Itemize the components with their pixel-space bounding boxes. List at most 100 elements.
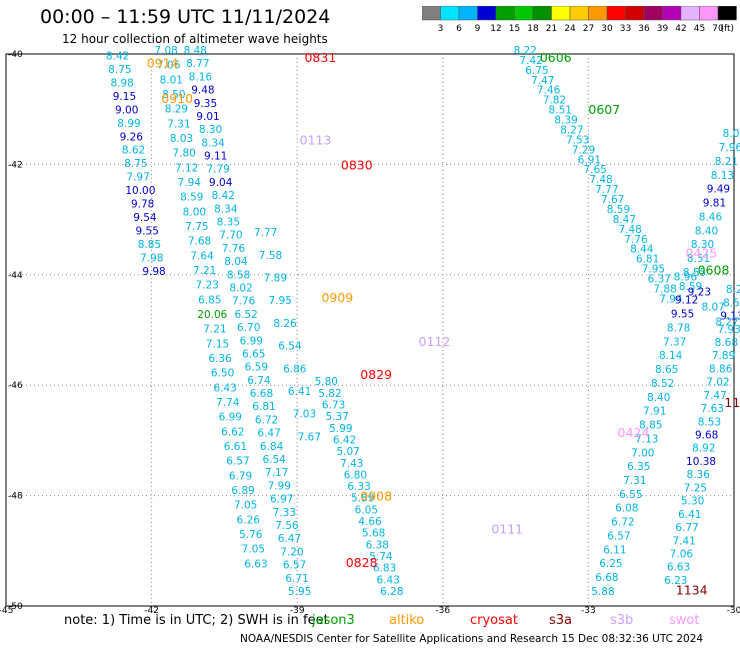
wave-height-value: 7.02 [706, 377, 729, 389]
wave-height-value: 6.37 [648, 274, 671, 286]
wave-height-value: 6.25 [599, 558, 622, 570]
track-B: 7.08 7.06 8.01 8.50 8.29 7.31 8.03 7.80 7.12 7.94… [154, 45, 267, 570]
pass-label: 0831 [304, 50, 336, 65]
pass-label: 0830 [341, 157, 373, 172]
wave-height-value: 7.05 [234, 500, 257, 512]
wave-height-value: 7.99 [268, 480, 291, 492]
track-C: 8.488.778.169.489.359.018.308.349.117.79… [184, 45, 312, 598]
wave-height-value: 8.34 [214, 203, 238, 215]
wave-height-value: 6.85 [198, 294, 221, 306]
page-subtitle: 12 hour collection of altimeter wave hei… [62, 32, 328, 46]
wave-height-value: 8.98 [110, 77, 133, 89]
x-tick-label: -39 [290, 606, 305, 616]
wave-height-value: 7.41 [672, 535, 695, 547]
pass-label: 1134 [676, 582, 708, 597]
wave-height-value: 6.11 [603, 544, 626, 556]
wave-height-value: 20.06 [197, 309, 227, 321]
wave-height-value: 7.76 [624, 234, 648, 246]
wave-height-value: 9.13 [720, 311, 740, 323]
legend-s3b: s3b [610, 613, 634, 628]
wave-height-value: 7.06 [670, 548, 694, 560]
wave-height-value: 7.15 [206, 338, 229, 350]
wave-height-value: 6.55 [619, 489, 642, 501]
wave-height-value: 6.08 [615, 503, 638, 515]
wave-height-value: 6.72 [611, 517, 634, 529]
color-swatch [551, 6, 571, 21]
color-scale-label: 21 [546, 24, 557, 34]
wave-height-value: 8.14 [659, 350, 683, 362]
wave-height-value: 6.91 [578, 154, 601, 166]
wave-height-value: 6.71 [285, 573, 308, 585]
legend-altiko: altiko [389, 613, 425, 628]
color-scale-swatches [422, 6, 737, 21]
wave-height-value: 8.86 [709, 363, 733, 375]
wave-height-value: 7.31 [167, 118, 190, 130]
pass-label: 0908 [360, 489, 392, 504]
wave-height-value: 5.89 [351, 493, 374, 505]
pass-label: 0828 [346, 555, 378, 570]
wave-height-value: 7.89 [264, 273, 287, 285]
wave-height-value: 8.48 [184, 45, 207, 57]
wave-height-value: 10.00 [125, 185, 155, 197]
wave-height-value: 6.57 [607, 530, 630, 542]
wave-height-value: 8.22 [514, 45, 537, 57]
wave-height-value: 7.82 [543, 95, 566, 107]
color-scale-label: 45 [694, 24, 705, 34]
wave-height-value: 8.75 [108, 64, 131, 76]
wave-height-value: 8.59 [607, 204, 630, 216]
y-tick-label: -50 [8, 602, 23, 612]
wave-height-value: 8.36 [687, 469, 711, 481]
pass-label: 0607 [588, 102, 620, 117]
wave-height-value: 7.77 [254, 227, 277, 239]
wave-height-value: 8.51 [549, 105, 572, 117]
wave-height-value: 6.63 [667, 562, 690, 574]
color-scale-label: 6 [456, 24, 462, 34]
wave-height-value: 7.08 [154, 45, 177, 57]
wave-height-value: 7.98 [140, 252, 163, 264]
wave-height-value: 8.29 [165, 104, 188, 116]
wave-height-value: 7.03 [293, 409, 316, 421]
wave-height-value: 6.43 [377, 574, 400, 586]
wave-height-value: 10.38 [686, 456, 716, 468]
y-tick-label: -44 [8, 271, 23, 281]
color-scale-label: 36 [638, 24, 650, 34]
pass-label: 0111 [491, 522, 523, 537]
wave-height-value: 7.17 [265, 467, 288, 479]
pass-labels: 0914 0831 0910 0113 0830 0909 0112 0829 0908 0111… [147, 50, 740, 598]
wave-height-value: 7.88 [653, 283, 676, 295]
wave-height-value: 7.94 [659, 293, 683, 305]
wave-height-value: 7.21 [203, 324, 226, 336]
wave-height-value: 7.43 [340, 458, 363, 470]
wave-height-value: 8.42 [106, 51, 129, 63]
x-tick-label: -30 [727, 606, 740, 616]
pass-label: 1133 [724, 395, 740, 410]
color-swatch [495, 6, 515, 21]
wave-height-value: 8.27 [560, 124, 583, 136]
wave-height-value: 8.21 [715, 156, 738, 168]
wave-height-value: 6.47 [257, 428, 280, 440]
wave-height-value: 9.35 [194, 98, 217, 110]
wave-height-value: 8.46 [699, 211, 723, 223]
wave-height-value: 8.99 [117, 118, 140, 130]
wave-height-value: 6.80 [344, 469, 367, 481]
wave-height-value: 7.68 [188, 236, 211, 248]
wave-height-value: 8.23 [726, 284, 740, 296]
wave-height-value: 7.94 [178, 177, 202, 189]
wave-height-value: 6.74 [247, 375, 271, 387]
wave-height-value: 6.72 [255, 414, 278, 426]
wave-height-value: 6.73 [322, 400, 345, 412]
wave-height-value: 5.82 [318, 388, 341, 400]
page-title: 00:00 – 11:59 UTC 11/11/2024 [40, 6, 331, 28]
wave-height-value: 8.51 [687, 253, 710, 265]
color-scale-label: 18 [527, 24, 539, 34]
wave-height-value: 8.85 [138, 239, 161, 251]
wave-height-value: 6.35 [627, 461, 650, 473]
wave-height-value: 9.04 [209, 177, 233, 189]
wave-height-value: 9.54 [133, 212, 157, 224]
wave-height-value: 6.05 [355, 504, 378, 516]
wave-height-value: 8.92 [692, 443, 715, 455]
color-scale-label: 15 [509, 24, 520, 34]
wave-height-value: 6.57 [226, 456, 249, 468]
color-scale-label: 12 [490, 24, 501, 34]
wave-height-value: 7.48 [589, 174, 612, 186]
